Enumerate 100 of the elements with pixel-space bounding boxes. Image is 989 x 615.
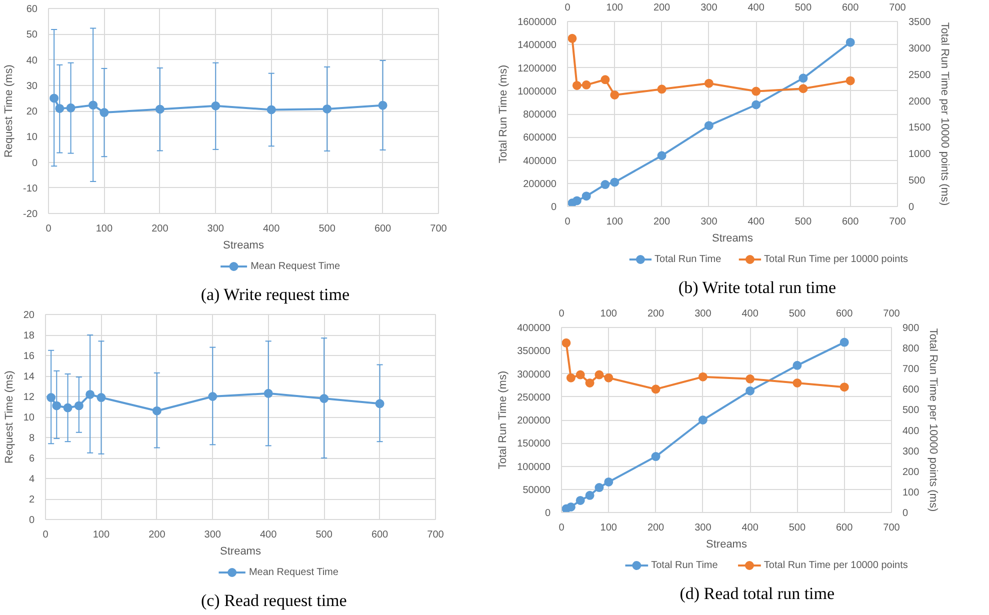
point [572, 80, 582, 90]
y-tick-label: 10 [26, 132, 38, 144]
x-tick-label: 0 [42, 530, 49, 540]
x-axis-title: Streams [220, 546, 262, 558]
y-tick-label: 50 [26, 30, 38, 41]
y-tick-label: 0 [550, 202, 557, 213]
point [74, 401, 84, 410]
legend-label: Mean Request Time [250, 261, 340, 272]
point [752, 86, 761, 96]
x-tick-label: 300 [207, 224, 224, 234]
x-tick-label: 500 [316, 530, 333, 540]
y2-tick-label: 3000 [908, 43, 932, 54]
legend-label: Total Run Time [651, 560, 718, 571]
point [594, 483, 604, 492]
point [52, 401, 62, 410]
x-tick-label: 400 [742, 308, 759, 320]
point [568, 34, 577, 43]
y2-tick-label: 2000 [908, 96, 932, 108]
point [600, 180, 610, 190]
x-tick-label: 700 [889, 2, 906, 14]
y2-tick-label: 1500 [908, 122, 932, 134]
point [698, 416, 708, 424]
y-tick-label: 350000 [517, 346, 551, 358]
point [651, 384, 660, 394]
point [792, 360, 802, 370]
y-tick-label: 6 [28, 454, 35, 464]
text: (a) Write request time [200, 285, 350, 304]
legend-label: Total Run Time [654, 254, 722, 265]
x2-tick-label: 600 [836, 522, 854, 534]
y-tick-label: 0 [544, 508, 551, 519]
x2-tick-label: 400 [742, 522, 759, 534]
x-axis-title: Streams [712, 232, 754, 244]
y-tick-label: 600000 [523, 132, 557, 144]
y-tick-label: 20 [26, 106, 38, 118]
point [55, 104, 64, 113]
y-tick-label: 400000 [523, 156, 557, 167]
point [152, 406, 162, 416]
point [582, 80, 591, 90]
y-tick-label: 10 [23, 412, 35, 424]
point [792, 378, 802, 388]
point [322, 104, 332, 114]
point [746, 374, 755, 384]
x-tick-label: 500 [318, 224, 336, 234]
x2-tick-label: 200 [647, 522, 665, 534]
x-tick-label: 500 [788, 308, 806, 320]
y-tick-label: 1000000 [518, 86, 557, 98]
point [46, 393, 56, 402]
point [211, 101, 220, 110]
y-tick-label: -20 [23, 209, 38, 220]
y2-tick-label: 2500 [908, 70, 932, 81]
y2-axis-title: Total Run Time per 10000 points (ms) [938, 22, 951, 206]
x-tick-label: 0 [564, 2, 571, 14]
x2-tick-label: 0 [564, 216, 571, 228]
x2-tick-label: 700 [889, 216, 906, 228]
legend-label: Total Run Time per 10000 points [764, 560, 908, 571]
point [50, 94, 59, 103]
point [846, 38, 855, 47]
point [704, 78, 714, 88]
point [585, 378, 594, 388]
y2-tick-label: 0 [908, 202, 914, 213]
point [100, 108, 109, 118]
point [576, 496, 585, 505]
x-tick-label: 0 [558, 308, 565, 320]
x-tick-label: 200 [647, 308, 665, 320]
x-tick-label: 100 [606, 2, 624, 14]
x-tick-label: 700 [430, 224, 448, 234]
point [375, 399, 384, 408]
x2-tick-label: 0 [558, 522, 565, 534]
x-tick-label: 400 [263, 224, 280, 234]
point [582, 192, 591, 201]
y-tick-label: 300000 [517, 369, 551, 380]
y-tick-label: 4 [28, 474, 35, 485]
x-tick-label: 100 [92, 530, 110, 540]
point [846, 76, 855, 86]
y-tick-label: 60 [26, 4, 38, 15]
y2-tick-label: 0 [902, 508, 908, 519]
x-tick-label: 100 [96, 224, 113, 234]
point [651, 452, 660, 462]
x2-tick-label: 500 [794, 216, 812, 228]
text: (b) Write total run time [678, 278, 836, 297]
y-tick-label: 8 [28, 433, 35, 444]
point [746, 386, 755, 396]
y-tick-label: 250000 [517, 392, 551, 404]
point [657, 151, 666, 160]
y2-tick-label: 500 [902, 405, 920, 416]
point [798, 74, 808, 83]
y-axis-title: Total Run Time (ms) [498, 64, 510, 164]
point [378, 100, 388, 110]
y-tick-label: 50000 [522, 484, 551, 496]
y-tick-label: 800000 [523, 110, 557, 120]
y-tick-label: 400000 [517, 323, 551, 334]
point [572, 196, 582, 206]
x-tick-label: 700 [883, 308, 900, 320]
point [96, 393, 106, 402]
point [585, 490, 594, 500]
x-tick-label: 100 [600, 308, 618, 320]
x-tick-label: 400 [748, 2, 765, 14]
y-tick-label: 0 [28, 515, 35, 526]
x-tick-label: 200 [653, 2, 671, 14]
x-tick-label: 600 [371, 530, 389, 540]
